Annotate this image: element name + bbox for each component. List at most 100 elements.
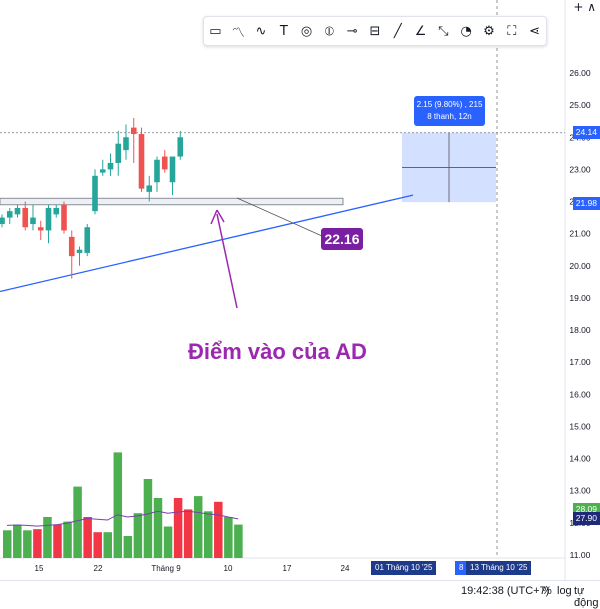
brush-icon[interactable]: ∿ — [255, 23, 267, 39]
bottom-bar: 19:42:38 (UTC+7) % log tự động — [0, 580, 600, 609]
y-tick-label: 19.00 — [569, 293, 591, 303]
measure-info-box: 2.15 (9.80%) , 215 8 thanh, 12n — [414, 96, 485, 126]
percent-toggle[interactable]: % — [542, 585, 552, 597]
volume-bar — [33, 529, 42, 558]
candle-body — [6, 211, 13, 218]
entry-point-label: Điểm vào của AD — [188, 339, 367, 364]
candle-body — [138, 134, 145, 189]
candle-body — [0, 217, 5, 225]
candle-body — [146, 185, 153, 192]
volume-bar — [204, 511, 213, 558]
volume-bar — [133, 513, 143, 558]
clock: 19:42:38 (UTC+7) — [461, 585, 550, 597]
target-icon[interactable]: ◎ — [300, 23, 313, 39]
auto-toggle[interactable]: tự động — [574, 585, 599, 609]
x-tick-label: Tháng 9 — [151, 564, 181, 573]
volume-bar — [43, 517, 52, 558]
x-tick-label: 22 — [94, 564, 103, 573]
entry-arrow-line — [216, 213, 238, 309]
volume-bar — [193, 496, 203, 558]
volume-bar — [183, 509, 193, 558]
fullscreen-icon[interactable]: ⛶ — [507, 23, 517, 39]
angle-icon[interactable]: ∠ — [414, 23, 427, 39]
candle-body — [130, 127, 137, 135]
candle-body — [61, 204, 67, 231]
candle-body — [84, 227, 91, 253]
axis-badge-vol2: 27.90 — [572, 512, 600, 525]
date-badge-mid: 8 — [455, 561, 468, 575]
candle-body — [99, 169, 106, 173]
select-rect-icon[interactable]: ▭ — [209, 23, 222, 39]
candle-body — [92, 175, 98, 212]
candle-body — [161, 156, 168, 170]
volume-bar — [123, 536, 133, 558]
date-badge-end: 13 Tháng 10 '25 — [466, 561, 532, 575]
log-toggle[interactable]: log — [557, 585, 572, 597]
x-tick-label: 24 — [341, 564, 350, 573]
share-icon[interactable]: ⋖ — [529, 23, 540, 39]
x-tick-label: 10 — [224, 564, 233, 573]
eyedropper-icon[interactable]: ⤡ — [438, 23, 449, 39]
y-tick-label: 16.00 — [569, 389, 591, 399]
candle-body — [123, 137, 129, 151]
volume-bar — [23, 530, 32, 558]
volume-bar — [93, 532, 102, 558]
entry-arrow-head — [210, 209, 225, 225]
volume-bar — [113, 452, 123, 558]
measure-line-1: 2.15 (9.80%) , 215 — [416, 100, 483, 109]
candle-body — [14, 207, 21, 215]
candle-body — [68, 236, 75, 257]
paint-icon[interactable]: ⊟ — [369, 23, 381, 39]
y-tick-label: 11.00 — [570, 550, 591, 560]
volume-bar — [13, 524, 22, 558]
volume-bar — [73, 486, 82, 558]
volume-bar — [224, 517, 233, 558]
volume-bar — [153, 498, 163, 558]
axis-badge-lower: 21.98 — [572, 197, 600, 210]
text-icon[interactable]: T — [279, 23, 288, 39]
price-connector — [236, 197, 323, 237]
volume-bar — [214, 501, 223, 558]
top-right-controls[interactable]: + ∧ — [573, 0, 596, 14]
y-tick-label: 13.00 — [569, 486, 591, 496]
horizontal-line-icon[interactable]: ⊸ — [346, 23, 358, 39]
y-tick-label: 18.00 — [569, 325, 591, 335]
volume-bar — [3, 530, 12, 558]
x-tick-label: 17 — [283, 564, 292, 573]
candle-body — [154, 159, 160, 183]
volume-bar — [234, 524, 243, 558]
y-tick-label: 25.00 — [569, 100, 591, 110]
trendline — [0, 194, 414, 293]
candle-body — [115, 143, 122, 163]
volume-ma-line — [6, 510, 239, 527]
volume-bar — [173, 498, 183, 558]
y-tick-label: 14.00 — [569, 454, 591, 464]
date-badge-start: 01 Tháng 10 '25 — [371, 561, 437, 575]
candle-body — [169, 156, 176, 183]
y-tick-label: 23.00 — [569, 164, 591, 174]
volume-bar — [143, 479, 153, 558]
volume-bar — [63, 521, 72, 558]
x-tick-label: 15 — [35, 564, 44, 573]
volume-bar — [53, 524, 62, 558]
y-tick-label: 21.00 — [569, 229, 591, 239]
drawing-toolbar: ▭ 〽 ∿ T ◎ ⦶ ⊸ ⊟ ╱ ∠ ⤡ ◔ ⚙ ⛶ ⋖ — [203, 16, 547, 46]
vertical-line-icon[interactable]: ⦶ — [324, 23, 335, 39]
path-icon[interactable]: 〽 — [231, 25, 245, 41]
candle-body — [30, 217, 36, 225]
candle-body — [76, 249, 83, 253]
y-tick-label: 20.00 — [569, 261, 591, 271]
y-tick-label: 26.00 — [569, 68, 591, 78]
measure-line-2: 8 thanh, 12n — [427, 112, 472, 121]
volume-bar — [103, 532, 112, 558]
candle-body — [22, 207, 29, 228]
settings-icon[interactable]: ⚙ — [483, 23, 495, 39]
candle-body — [37, 227, 44, 231]
y-tick-label: 17.00 — [569, 357, 591, 367]
measure-icon[interactable]: ◔ — [460, 23, 472, 39]
volume-bar — [163, 526, 173, 558]
y-tick-label: 15.00 — [569, 421, 591, 431]
line-draw-icon[interactable]: ╱ — [393, 23, 402, 39]
candle-body — [45, 207, 52, 231]
